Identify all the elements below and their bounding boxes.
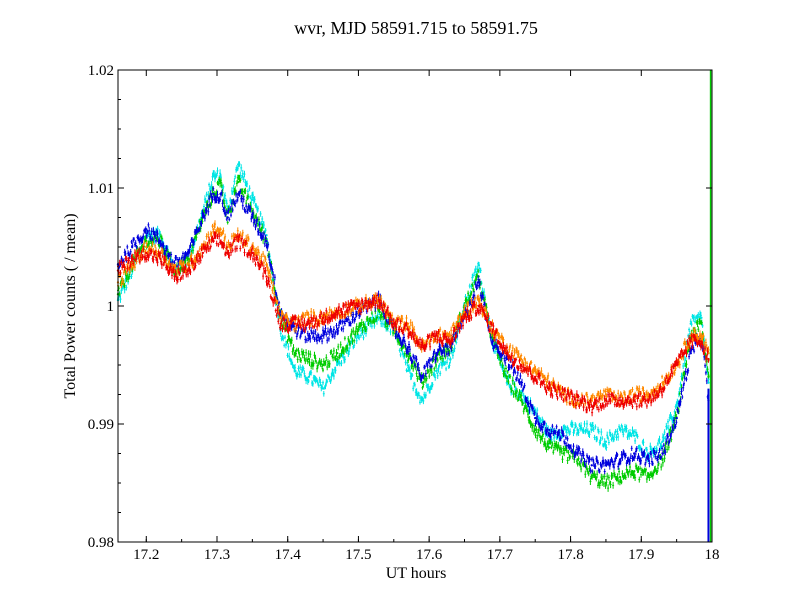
- series-2-point-40: [675, 416, 678, 420]
- x-tick-label-1: 17.3: [204, 547, 230, 563]
- y-tick-label-3: 1.01: [88, 181, 114, 197]
- series-4-point-12: [265, 275, 268, 278]
- series-4-point-6: [201, 251, 205, 255]
- x-tick-label-2: 17.4: [275, 547, 302, 563]
- series-4-point-32: [562, 393, 565, 396]
- x-axis: 17.2 17.3 17.4 17.5 17.6 17.7 17.8 17.9 18: [133, 70, 720, 563]
- chart-title: wvr, MJD 58591.715 to 58591.75: [294, 18, 538, 38]
- series-4-point-15: [307, 322, 311, 325]
- series-4-point-2: [145, 251, 148, 255]
- y-tick-label-2: 1: [107, 299, 115, 315]
- y-tick-label-1: 0.99: [88, 417, 114, 433]
- series-0-point-35: [604, 440, 608, 443]
- series-4-point-33: [576, 399, 579, 402]
- x-tick-label-7: 17.9: [628, 547, 654, 563]
- series-3-point-2: [145, 245, 148, 249]
- x-tick-label-5: 17.7: [487, 547, 514, 563]
- series-4-point-26: [477, 304, 480, 308]
- series-2-point-30: [534, 416, 537, 420]
- series-1-point-10: [237, 180, 240, 184]
- series-4-point-14: [293, 322, 296, 325]
- y-tick-label-4: 1.02: [88, 63, 114, 79]
- series-2-point-37: [633, 452, 636, 455]
- series-1-point-22: [420, 381, 424, 384]
- x-tick-label-4: 17.6: [416, 547, 443, 563]
- y-axis: 0.98 0.99 1 1.01 1.02: [88, 63, 712, 551]
- series-2-point-34: [590, 464, 593, 467]
- x-tick-label-8: 18: [705, 547, 720, 563]
- series-1-point-31: [548, 446, 551, 449]
- x-tick-label-0: 17.2: [133, 547, 159, 563]
- x-tick-label-6: 17.8: [557, 547, 583, 563]
- x-axis-label: UT hours: [386, 565, 447, 582]
- y-axis-label: Total Power counts ( / mean): [62, 213, 79, 398]
- series-0-point-43: [707, 381, 710, 384]
- x-tick-label-3: 17.5: [345, 547, 371, 563]
- series-2-point-31: [548, 428, 551, 432]
- y-tick-label-0: 0.98: [88, 535, 114, 551]
